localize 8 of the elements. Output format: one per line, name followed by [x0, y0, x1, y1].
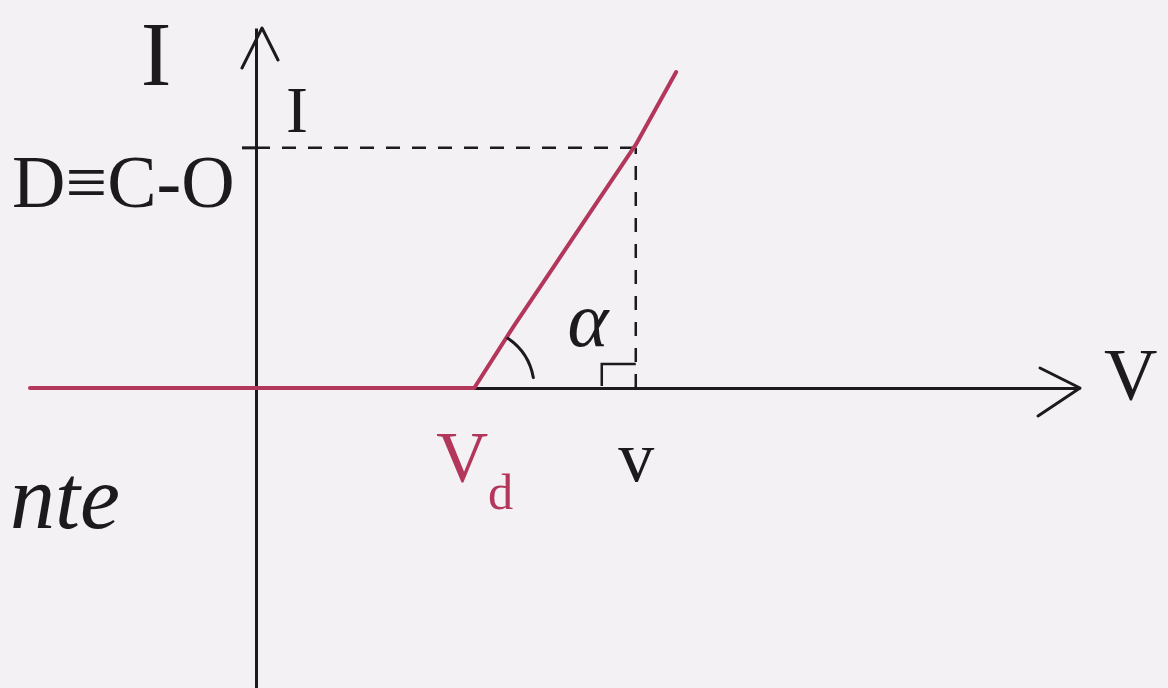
- annotation: α: [567, 276, 611, 363]
- ref-line-label: I: [286, 72, 308, 146]
- text: nte: [10, 448, 120, 547]
- x-tick-label: v: [618, 416, 655, 497]
- x-tick-label: V$_{d}$: [436, 416, 514, 520]
- y-axis-title: I: [140, 3, 172, 105]
- x-axis-title: V: [1104, 334, 1158, 416]
- annotation: D≡C-O: [12, 141, 235, 223]
